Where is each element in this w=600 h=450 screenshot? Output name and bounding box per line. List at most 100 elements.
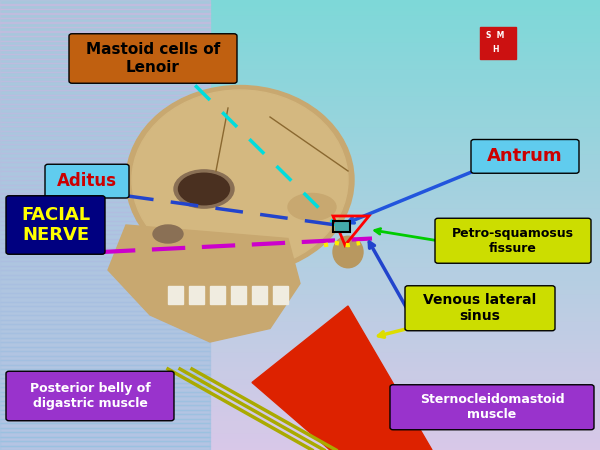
- Bar: [0, 184, 600, 189]
- Bar: [0, 99, 600, 104]
- Bar: [0, 216, 210, 220]
- Bar: [0, 68, 210, 72]
- FancyBboxPatch shape: [390, 385, 594, 430]
- Bar: [0, 310, 210, 315]
- Bar: [0, 234, 600, 238]
- Bar: [0, 360, 210, 364]
- Bar: [0, 81, 600, 86]
- Bar: [0, 40, 600, 45]
- Bar: [0, 212, 210, 216]
- Bar: [0, 54, 600, 58]
- Bar: [0, 297, 210, 302]
- Bar: [0, 14, 600, 18]
- Bar: [0, 256, 600, 261]
- Bar: [0, 130, 210, 135]
- Bar: [0, 324, 210, 328]
- Bar: [0, 68, 600, 72]
- Bar: [0, 248, 210, 252]
- Bar: [0, 238, 210, 243]
- Bar: [0, 369, 210, 374]
- Bar: [0, 297, 600, 302]
- Bar: [0, 153, 210, 157]
- Bar: [0, 378, 210, 382]
- Bar: [0, 207, 600, 211]
- Bar: [0, 342, 600, 346]
- Bar: [0, 63, 210, 68]
- Bar: [0, 207, 210, 211]
- Bar: [0, 94, 210, 99]
- Bar: [0, 342, 210, 346]
- Bar: [0, 405, 210, 410]
- Bar: [0, 220, 210, 225]
- Bar: [0, 428, 210, 432]
- Bar: [0, 144, 600, 148]
- Bar: [0, 428, 600, 432]
- Bar: [0, 189, 210, 194]
- Bar: [0, 310, 600, 315]
- Bar: [0, 338, 600, 342]
- Bar: [0, 284, 210, 288]
- Bar: [0, 50, 600, 54]
- Bar: [0, 382, 600, 387]
- Bar: [0, 351, 600, 356]
- Bar: [0, 396, 210, 400]
- Bar: [0, 81, 210, 86]
- Bar: [0, 171, 600, 176]
- Bar: [0, 180, 210, 184]
- Bar: [0, 418, 600, 423]
- Polygon shape: [252, 306, 432, 450]
- Bar: [0, 108, 600, 112]
- Bar: [0, 148, 600, 153]
- FancyBboxPatch shape: [6, 196, 105, 254]
- Bar: [210, 286, 225, 304]
- FancyBboxPatch shape: [45, 164, 129, 198]
- Bar: [0, 58, 210, 63]
- Bar: [0, 238, 600, 243]
- FancyBboxPatch shape: [405, 286, 555, 331]
- Bar: [0, 338, 210, 342]
- Bar: [0, 324, 600, 328]
- Bar: [0, 364, 600, 369]
- Bar: [0, 216, 600, 220]
- Bar: [0, 27, 210, 32]
- Bar: [0, 158, 210, 162]
- Bar: [0, 130, 600, 135]
- Bar: [0, 32, 210, 36]
- Bar: [0, 266, 600, 270]
- Bar: [0, 36, 600, 40]
- Bar: [0, 252, 600, 256]
- Bar: [0, 22, 600, 27]
- Bar: [0, 446, 600, 450]
- Bar: [0, 292, 210, 297]
- Bar: [0, 54, 210, 58]
- Bar: [0, 36, 210, 40]
- Bar: [0, 158, 600, 162]
- Bar: [0, 180, 600, 184]
- Bar: [0, 279, 600, 284]
- Bar: [0, 274, 210, 279]
- Bar: [0, 400, 600, 405]
- Ellipse shape: [333, 236, 363, 268]
- Bar: [0, 166, 210, 171]
- Bar: [0, 374, 600, 378]
- Bar: [0, 9, 210, 14]
- Text: Posterior belly of
digastric muscle: Posterior belly of digastric muscle: [29, 382, 151, 410]
- Bar: [0, 288, 210, 292]
- Bar: [0, 140, 210, 144]
- Bar: [0, 315, 210, 320]
- Bar: [231, 286, 246, 304]
- Bar: [0, 144, 210, 148]
- Ellipse shape: [174, 170, 234, 208]
- Bar: [0, 441, 210, 446]
- Bar: [0, 279, 210, 284]
- Bar: [0, 135, 210, 140]
- Bar: [0, 27, 600, 32]
- Bar: [0, 288, 600, 292]
- FancyBboxPatch shape: [6, 371, 174, 421]
- Bar: [0, 45, 210, 50]
- Bar: [0, 148, 210, 153]
- Bar: [0, 410, 210, 414]
- Bar: [0, 63, 600, 68]
- Bar: [0, 446, 210, 450]
- Bar: [0, 328, 210, 333]
